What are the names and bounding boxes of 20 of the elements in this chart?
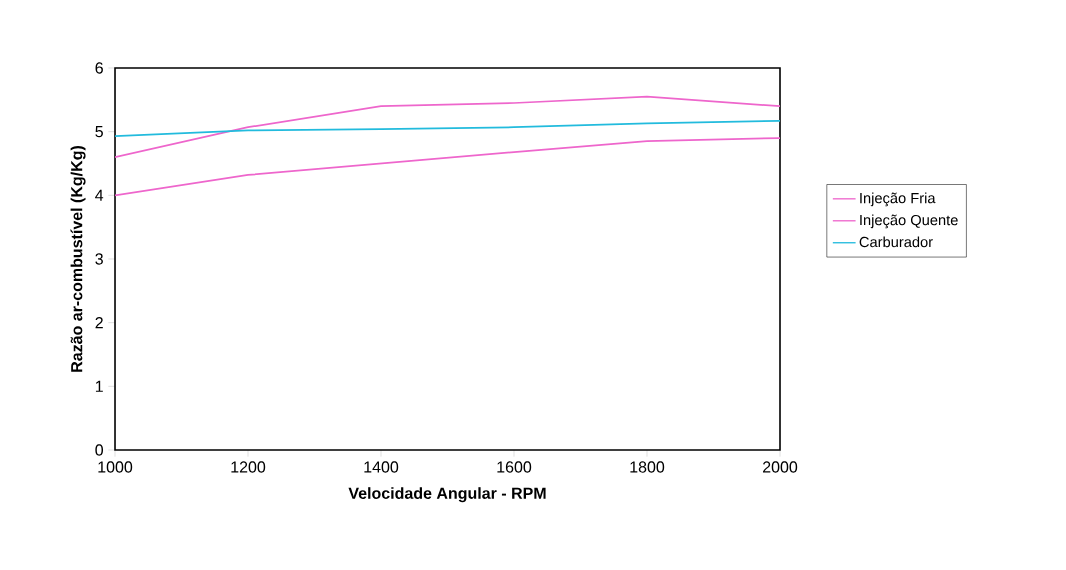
y-tick-label: 4	[95, 189, 104, 201]
line-series	[115, 119, 780, 137]
y-tick-label: 2	[95, 317, 103, 329]
y-tick-label: 6	[95, 62, 103, 74]
x-tick-label: 1400	[364, 461, 399, 473]
x-axis-title: Velocidade Angular - RPM	[348, 487, 546, 503]
y-axis-title: Razão ar-combustível (Kg/Kg)	[70, 146, 86, 372]
line-series	[115, 95, 780, 158]
x-tick-label: 1200	[231, 461, 266, 473]
x-tick-label: 1800	[630, 461, 665, 473]
y-tick-label: 0	[95, 444, 104, 456]
y-tick-label: 1	[95, 380, 103, 392]
legend-label: Injeção Fria	[860, 192, 936, 207]
x-tick-label: 1600	[497, 461, 532, 473]
y-tick-label: 3	[95, 253, 103, 265]
y-tick-label: 5	[95, 126, 103, 138]
legend-label: Carburador	[859, 236, 933, 248]
x-tick-label: 1000	[98, 461, 133, 473]
legend-label: Injeção Quente	[860, 214, 958, 229]
x-tick-label: 2000	[763, 461, 798, 473]
